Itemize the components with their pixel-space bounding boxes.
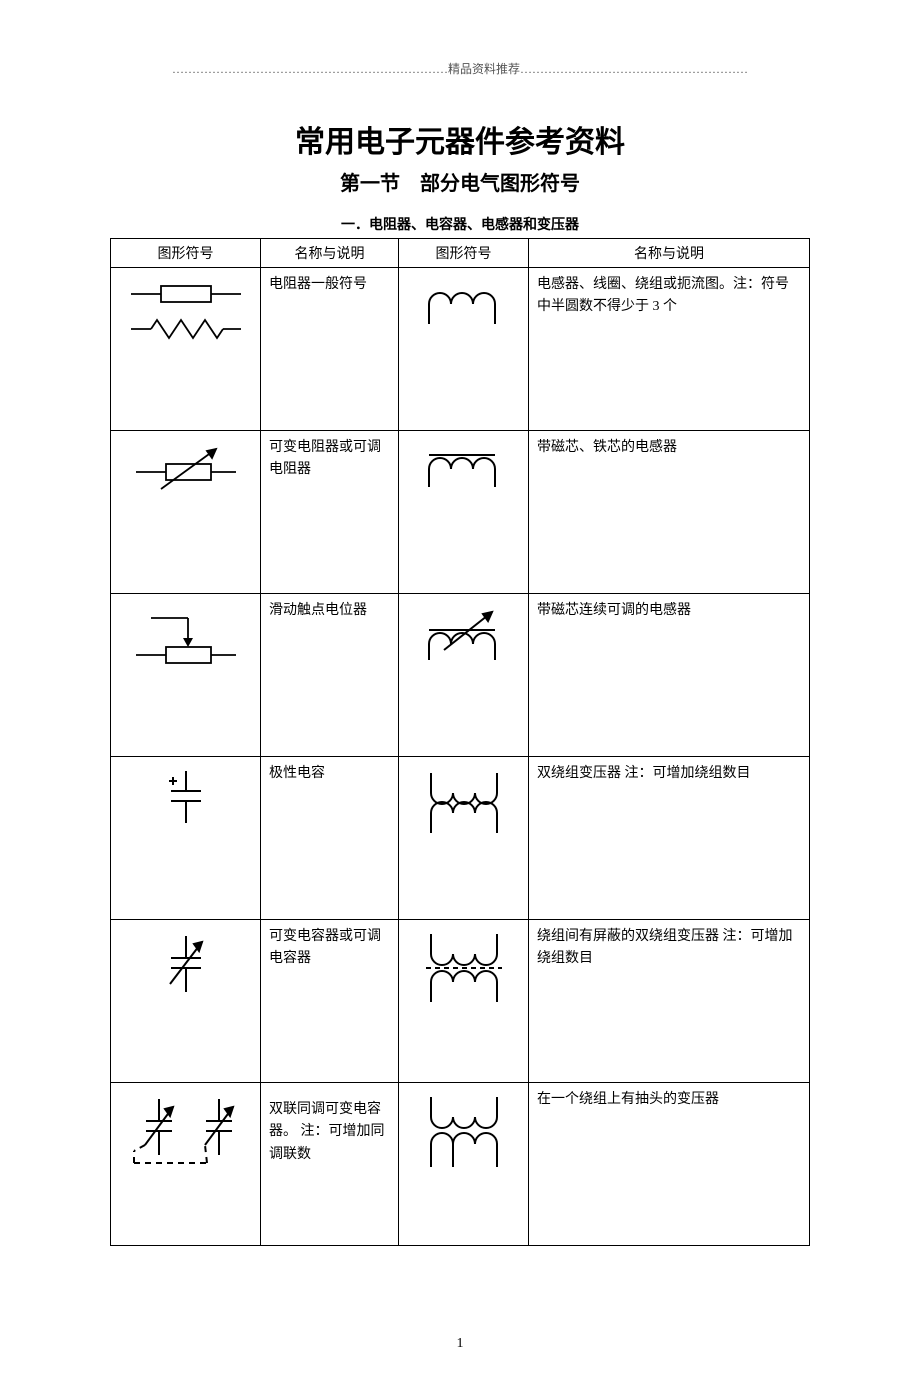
page-number: 1 xyxy=(110,1336,810,1352)
symbol-variable-resistor xyxy=(111,431,261,594)
table-row: 极性电容 双绕组变压器 注：可增加绕组数目 xyxy=(111,757,810,920)
table-row: 可变电容器或可调电容器 绕组间有屏蔽的双绕 xyxy=(111,920,810,1083)
document-page: ……………………………………………………………精品资料推荐……………………………… xyxy=(0,0,920,1392)
symbols-table: 图形符号 名称与说明 图形符号 名称与说明 xyxy=(110,238,810,1246)
table-header-row: 图形符号 名称与说明 图形符号 名称与说明 xyxy=(111,239,810,268)
header-decoration: ……………………………………………………………精品资料推荐……………………………… xyxy=(110,60,810,77)
symbol-transformer xyxy=(399,757,529,920)
desc-polar-capacitor: 极性电容 xyxy=(261,757,399,920)
desc-cored-inductor: 带磁芯、铁芯的电感器 xyxy=(529,431,810,594)
desc-inductor: 电感器、线圈、绕组或扼流图。注：符号中半圆数不得少于 3 个 xyxy=(529,268,810,431)
desc-tapped-transformer: 在一个绕组上有抽头的变压器 xyxy=(529,1083,810,1246)
desc-resistor: 电阻器一般符号 xyxy=(261,268,399,431)
desc-transformer: 双绕组变压器 注：可增加绕组数目 xyxy=(529,757,810,920)
desc-variable-resistor: 可变电阻器或可调电阻器 xyxy=(261,431,399,594)
desc-potentiometer: 滑动触点电位器 xyxy=(261,594,399,757)
symbol-inductor xyxy=(399,268,529,431)
symbol-variable-capacitor xyxy=(111,920,261,1083)
document-subtitle: 第一节 部分电气图形符号 xyxy=(110,167,810,196)
col-header: 名称与说明 xyxy=(261,239,399,268)
table-row: 双联同调可变电容器。 注：可增加同调联数 xyxy=(111,1083,810,1246)
table-row: 可变电阻器或可调电阻器 带磁芯、铁芯的电感器 xyxy=(111,431,810,594)
desc-variable-capacitor: 可变电容器或可调电容器 xyxy=(261,920,399,1083)
symbol-ganged-capacitor xyxy=(111,1083,261,1246)
section-heading: 一．电阻器、电容器、电感器和变压器 xyxy=(110,214,810,234)
desc-ganged-capacitor: 双联同调可变电容器。 注：可增加同调联数 xyxy=(261,1083,399,1246)
table-row: 滑动触点电位器 带磁芯连续可调的电感器 xyxy=(111,594,810,757)
col-header: 名称与说明 xyxy=(529,239,810,268)
document-title: 常用电子元器件参考资料 xyxy=(110,117,810,161)
symbol-polar-capacitor xyxy=(111,757,261,920)
symbol-shielded-transformer xyxy=(399,920,529,1083)
desc-adjustable-inductor: 带磁芯连续可调的电感器 xyxy=(529,594,810,757)
table-row: 电阻器一般符号 电感器、线圈、绕组或扼流图。注：符号中半圆数不得少于 3 个 xyxy=(111,268,810,431)
symbol-tapped-transformer xyxy=(399,1083,529,1246)
symbol-potentiometer xyxy=(111,594,261,757)
symbol-resistor xyxy=(111,268,261,431)
symbol-adjustable-inductor xyxy=(399,594,529,757)
col-header: 图形符号 xyxy=(111,239,261,268)
desc-shielded-transformer: 绕组间有屏蔽的双绕组变压器 注：可增加绕组数目 xyxy=(529,920,810,1083)
col-header: 图形符号 xyxy=(399,239,529,268)
symbol-cored-inductor xyxy=(399,431,529,594)
